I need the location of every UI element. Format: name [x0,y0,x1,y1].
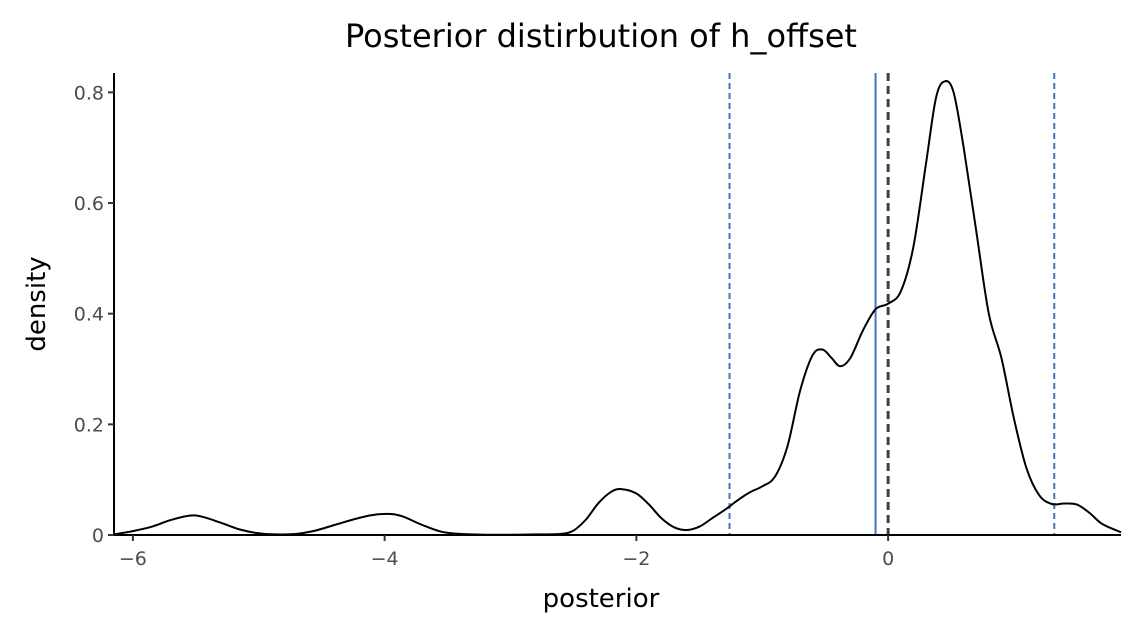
x-tick-label: −6 [119,548,147,570]
y-axis-title: density [22,256,52,351]
density-curve-0 [113,80,1122,536]
y-tick-label: 0.8 [74,82,104,104]
x-tick-label: 0 [882,548,894,570]
x-tick-label: −2 [622,548,650,570]
chart-title: Posterior distirbution of h_offset [345,17,857,55]
plot-area: −6 −4 −2 0 0 0.2 0.4 0.6 0.8 [74,73,1122,570]
y-tick-label: 0.2 [74,414,104,436]
y-tick-label: 0.6 [74,193,104,215]
x-axis-title: posterior [543,584,660,614]
y-tick-label: 0.4 [74,304,104,326]
x-tick-label: −4 [371,548,399,570]
y-tick-label: 0 [92,525,104,547]
